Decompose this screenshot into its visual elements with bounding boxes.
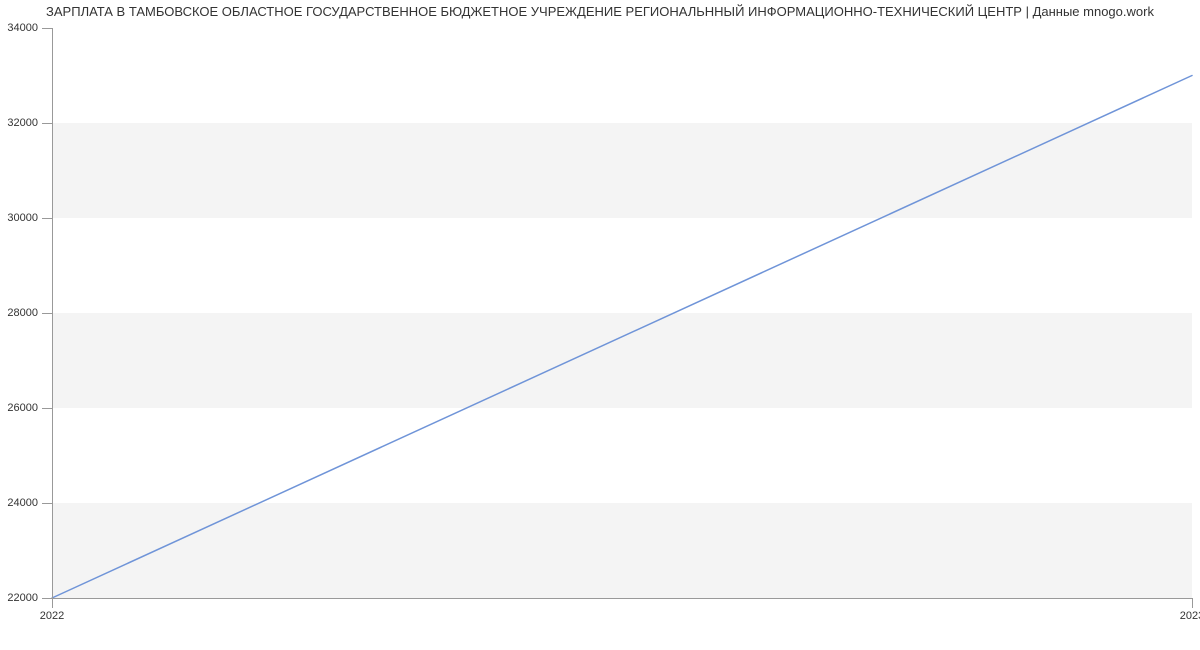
y-tick [42,313,52,314]
y-tick [42,408,52,409]
y-tick-label: 32000 [0,117,38,129]
y-tick-label: 30000 [0,212,38,224]
x-tick-label: 2022 [40,610,64,622]
x-axis-line [52,598,1192,599]
line-series [52,28,1192,598]
plot-area [52,28,1192,598]
y-tick-label: 26000 [0,402,38,414]
chart-container: 22000 24000 26000 28000 30000 32000 34000 2022 2… [0,0,1200,650]
y-tick-label: 22000 [0,592,38,604]
y-tick [42,503,52,504]
y-tick-label: 24000 [0,497,38,509]
y-axis-line [52,28,53,598]
y-tick [42,598,52,599]
x-tick-label: 2023 [1180,610,1200,622]
y-tick-label: 28000 [0,307,38,319]
x-tick [1192,598,1193,608]
y-tick [42,218,52,219]
series-line [52,76,1192,599]
x-tick [52,598,53,608]
y-tick [42,28,52,29]
y-tick [42,123,52,124]
y-tick-label: 34000 [0,22,38,34]
